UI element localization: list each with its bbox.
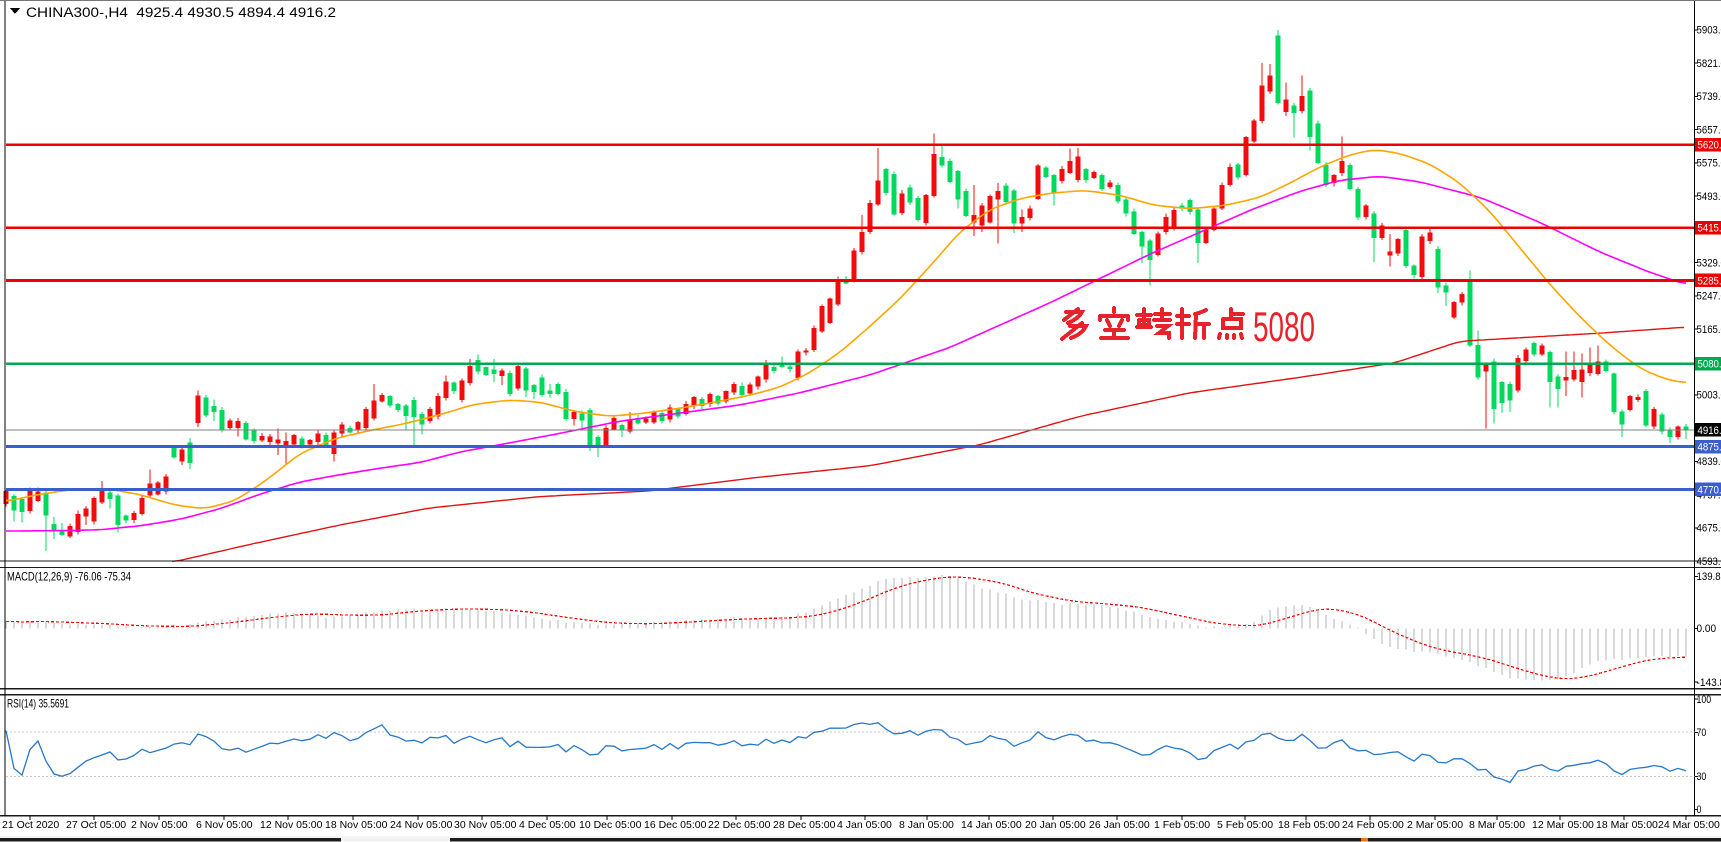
- svg-text:139.86: 139.86: [1697, 571, 1721, 583]
- svg-text:5080.0: 5080.0: [1698, 359, 1721, 371]
- svg-text:5903.0: 5903.0: [1697, 25, 1721, 37]
- svg-text:12 Mar 05:00: 12 Mar 05:00: [1532, 819, 1594, 831]
- svg-text:21 Oct 2020: 21 Oct 2020: [2, 819, 59, 831]
- svg-text:0: 0: [1697, 804, 1702, 816]
- svg-text:28 Dec 05:00: 28 Dec 05:00: [773, 819, 836, 831]
- svg-text:18 Nov 05:00: 18 Nov 05:00: [325, 819, 388, 831]
- svg-text:4916.2: 4916.2: [1698, 425, 1721, 437]
- svg-text:12 Nov 05:00: 12 Nov 05:00: [260, 819, 323, 831]
- svg-text:5080: 5080: [1253, 303, 1315, 350]
- svg-text:14 Jan 05:00: 14 Jan 05:00: [961, 819, 1022, 831]
- svg-text:5003.0: 5003.0: [1697, 390, 1721, 402]
- svg-text:2 Nov 05:00: 2 Nov 05:00: [131, 819, 188, 831]
- svg-text:22 Dec 05:00: 22 Dec 05:00: [708, 819, 771, 831]
- svg-text:5821.0: 5821.0: [1697, 58, 1721, 70]
- svg-text:0.00: 0.00: [1697, 623, 1717, 635]
- svg-text:8 Mar 05:00: 8 Mar 05:00: [1469, 819, 1525, 831]
- svg-text:10 Dec 05:00: 10 Dec 05:00: [579, 819, 642, 831]
- svg-text:5165.0: 5165.0: [1697, 324, 1721, 336]
- svg-text:4593.0: 4593.0: [1697, 556, 1721, 568]
- svg-text:70: 70: [1697, 727, 1707, 739]
- svg-text:30 Nov 05:00: 30 Nov 05:00: [454, 819, 517, 831]
- svg-text:20 Jan 05:00: 20 Jan 05:00: [1025, 819, 1086, 831]
- svg-text:18 Mar 05:00: 18 Mar 05:00: [1596, 819, 1658, 831]
- svg-text:5739.0: 5739.0: [1697, 91, 1721, 103]
- svg-text:RSI(14) 35.5691: RSI(14) 35.5691: [7, 698, 69, 711]
- svg-text:24 Nov 05:00: 24 Nov 05:00: [390, 819, 453, 831]
- svg-text:4 Dec 05:00: 4 Dec 05:00: [519, 819, 576, 831]
- svg-text:5 Feb 05:00: 5 Feb 05:00: [1217, 819, 1273, 831]
- svg-text:5285.0: 5285.0: [1698, 275, 1721, 287]
- svg-text:8 Jan 05:00: 8 Jan 05:00: [899, 819, 954, 831]
- svg-text:24 Feb 05:00: 24 Feb 05:00: [1342, 819, 1404, 831]
- svg-text:1 Feb 05:00: 1 Feb 05:00: [1154, 819, 1210, 831]
- svg-text:4839.0: 4839.0: [1697, 456, 1721, 468]
- svg-text:5493.0: 5493.0: [1697, 191, 1721, 203]
- svg-text:5657.0: 5657.0: [1697, 124, 1721, 136]
- svg-text:5329.0: 5329.0: [1697, 257, 1721, 269]
- svg-text:-143.82: -143.82: [1697, 677, 1721, 689]
- svg-text:18 Feb 05:00: 18 Feb 05:00: [1278, 819, 1340, 831]
- svg-text:5415.0: 5415.0: [1698, 223, 1721, 235]
- svg-text:5247.0: 5247.0: [1697, 291, 1721, 303]
- svg-text:16 Dec 05:00: 16 Dec 05:00: [644, 819, 707, 831]
- svg-text:4770.0: 4770.0: [1698, 484, 1721, 496]
- svg-text:4675.0: 4675.0: [1697, 523, 1721, 535]
- svg-text:30: 30: [1697, 771, 1707, 783]
- svg-text:CHINA300-,H4 4925.4 4930.5 48: CHINA300-,H4 4925.4 4930.5 4894.4 4916.2: [26, 5, 336, 20]
- svg-text:27 Oct 05:00: 27 Oct 05:00: [66, 819, 126, 831]
- svg-text:4 Jan 05:00: 4 Jan 05:00: [837, 819, 892, 831]
- svg-text:MACD(12,26,9) -76.06 -75.34: MACD(12,26,9) -76.06 -75.34: [7, 571, 131, 584]
- svg-text:5575.0: 5575.0: [1697, 158, 1721, 170]
- svg-text:4875.0: 4875.0: [1698, 442, 1721, 454]
- svg-text:2 Mar 05:00: 2 Mar 05:00: [1407, 819, 1463, 831]
- svg-text:100: 100: [1697, 694, 1712, 706]
- svg-text:26 Jan 05:00: 26 Jan 05:00: [1089, 819, 1150, 831]
- svg-text:24 Mar 05:00: 24 Mar 05:00: [1658, 819, 1720, 831]
- svg-text:5620.0: 5620.0: [1698, 140, 1721, 152]
- svg-text:6 Nov 05:00: 6 Nov 05:00: [196, 819, 253, 831]
